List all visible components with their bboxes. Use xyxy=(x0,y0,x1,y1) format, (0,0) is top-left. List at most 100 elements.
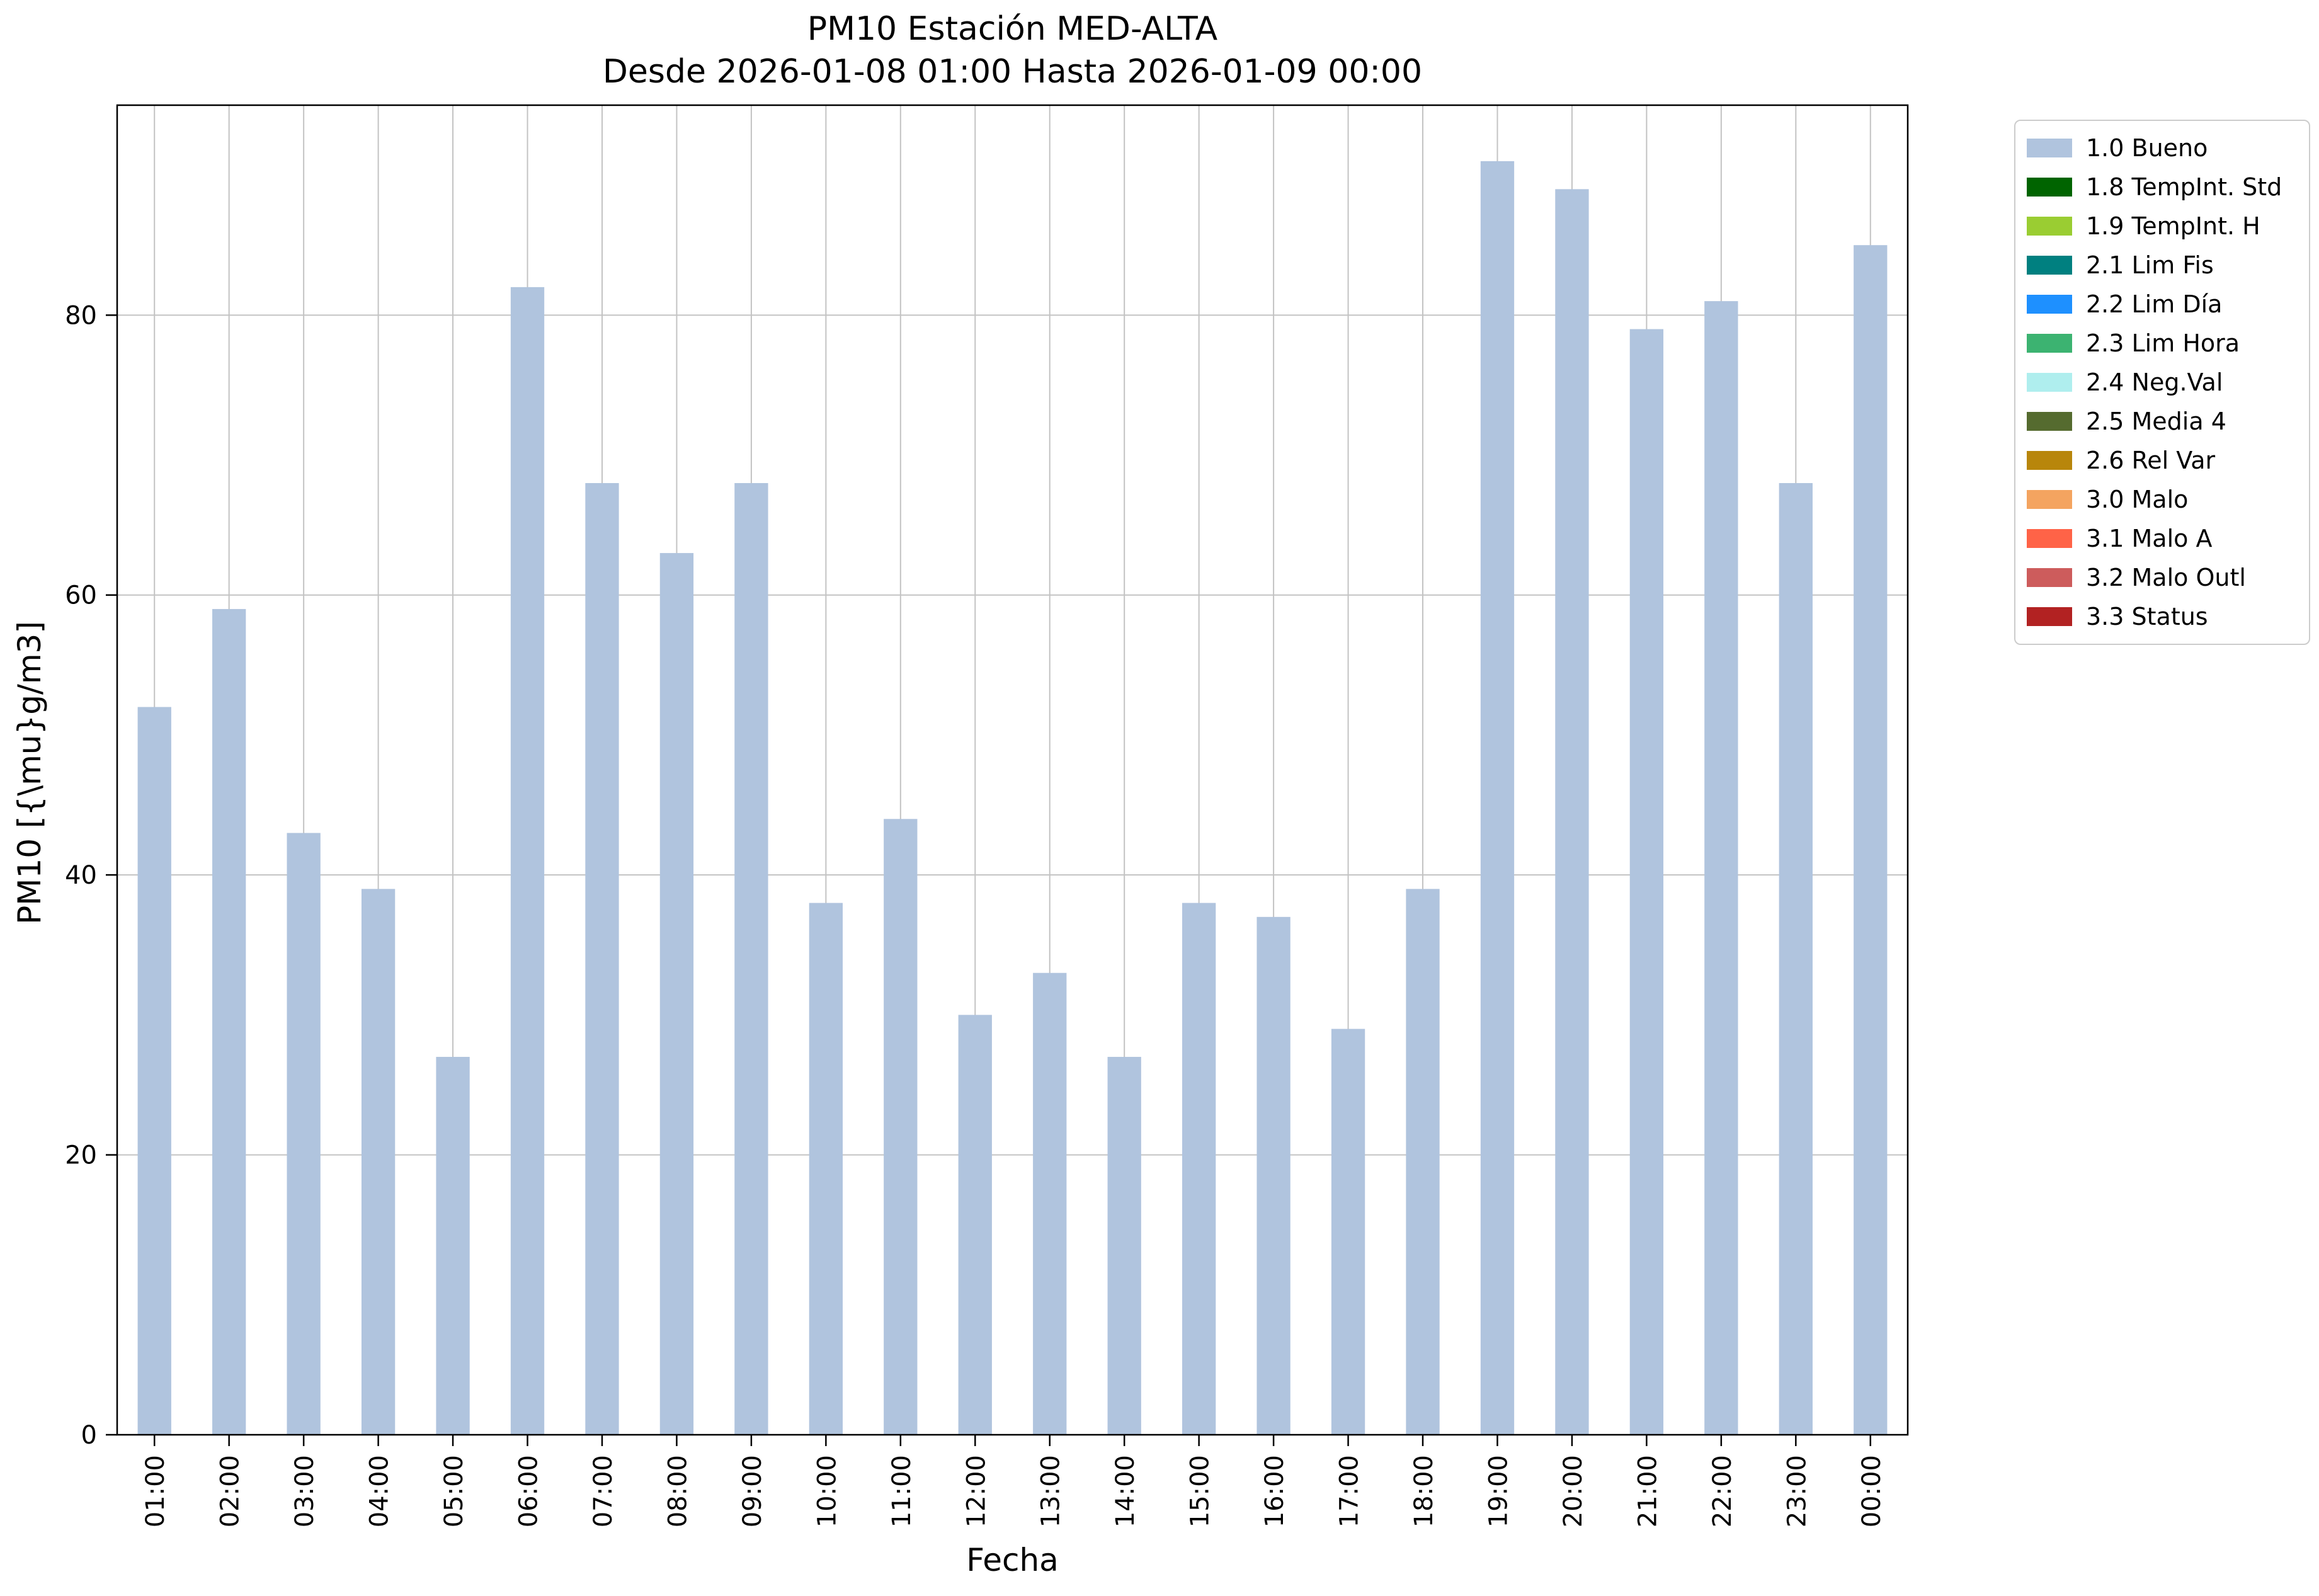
legend-label: 2.6 Rel Var xyxy=(2086,447,2216,474)
x-tick-label: 23:00 xyxy=(1782,1455,1811,1527)
x-tick-label: 14:00 xyxy=(1111,1455,1140,1527)
bar-11:00 xyxy=(884,819,918,1435)
bar-08:00 xyxy=(659,553,694,1435)
x-tick-label: 19:00 xyxy=(1484,1455,1513,1527)
legend-item: 3.1 Malo A xyxy=(2015,519,2309,558)
legend-swatch xyxy=(2027,607,2072,626)
chart-title: PM10 Estación MED-ALTA xyxy=(807,10,1218,48)
bar-14:00 xyxy=(1107,1057,1141,1435)
x-tick-label: 13:00 xyxy=(1037,1455,1066,1527)
legend-swatch xyxy=(2027,373,2072,392)
legend-item: 3.3 Status xyxy=(2015,597,2309,636)
bar-15:00 xyxy=(1182,903,1216,1435)
axes-frame xyxy=(116,104,1909,1436)
x-tick-label: 21:00 xyxy=(1633,1455,1662,1527)
bar-02:00 xyxy=(212,608,246,1435)
legend-label: 2.3 Lim Hora xyxy=(2086,329,2240,357)
x-tick-label: 01:00 xyxy=(141,1455,170,1527)
legend-item: 2.1 Lim Fis xyxy=(2015,246,2309,285)
x-tick-label: 20:00 xyxy=(1559,1455,1588,1527)
bar-00:00 xyxy=(1854,245,1888,1435)
legend-label: 1.0 Bueno xyxy=(2086,134,2208,162)
x-tick-label: 15:00 xyxy=(1186,1455,1215,1527)
legend-swatch xyxy=(2027,295,2072,314)
bar-13:00 xyxy=(1033,972,1067,1435)
x-tick-label: 09:00 xyxy=(738,1455,767,1527)
x-tick-label: 06:00 xyxy=(515,1455,544,1527)
bar-22:00 xyxy=(1704,301,1738,1435)
bar-21:00 xyxy=(1629,329,1664,1435)
legend-label: 3.1 Malo A xyxy=(2086,525,2213,552)
x-tick-label: 18:00 xyxy=(1410,1455,1439,1527)
x-axis-label: Fecha xyxy=(966,1542,1059,1578)
bar-18:00 xyxy=(1406,889,1440,1435)
legend: 1.0 Bueno 1.8 TempInt. Std 1.9 TempInt. H 2… xyxy=(2014,120,2310,645)
x-tick-label: 00:00 xyxy=(1857,1455,1886,1527)
bar-05:00 xyxy=(436,1057,470,1435)
legend-item: 1.0 Bueno xyxy=(2015,128,2309,168)
chart-subtitle: Desde 2026-01-08 01:00 Hasta 2026-01-09 … xyxy=(602,53,1423,91)
bar-03:00 xyxy=(287,833,321,1435)
legend-item: 2.6 Rel Var xyxy=(2015,441,2309,480)
legend-label: 3.3 Status xyxy=(2086,603,2208,630)
y-tick-label: 80 xyxy=(65,301,97,330)
legend-label: 3.0 Malo xyxy=(2086,486,2189,513)
bar-20:00 xyxy=(1555,189,1589,1435)
x-tick-label: 17:00 xyxy=(1335,1455,1364,1527)
y-tick-label: 20 xyxy=(65,1141,97,1170)
legend-label: 1.9 TempInt. H xyxy=(2086,212,2260,240)
x-tick-label: 22:00 xyxy=(1708,1455,1737,1527)
y-tick-label: 60 xyxy=(65,581,97,610)
bar-09:00 xyxy=(734,482,768,1435)
legend-label: 2.1 Lim Fis xyxy=(2086,251,2214,279)
legend-item: 2.3 Lim Hora xyxy=(2015,324,2309,363)
bar-23:00 xyxy=(1779,482,1813,1435)
legend-item: 2.4 Neg.Val xyxy=(2015,363,2309,402)
x-tick-label: 16:00 xyxy=(1260,1455,1289,1527)
bar-06:00 xyxy=(510,287,545,1435)
legend-item: 3.2 Malo Outl xyxy=(2015,558,2309,597)
legend-label: 2.4 Neg.Val xyxy=(2086,368,2223,396)
bar-10:00 xyxy=(809,903,843,1435)
legend-label: 3.2 Malo Outl xyxy=(2086,564,2246,591)
legend-swatch xyxy=(2027,334,2072,353)
legend-swatch xyxy=(2027,139,2072,157)
legend-swatch xyxy=(2027,529,2072,548)
y-tick-label: 40 xyxy=(65,861,97,890)
legend-item: 1.9 TempInt. H xyxy=(2015,207,2309,246)
x-tick-label: 12:00 xyxy=(962,1455,991,1527)
legend-item: 2.5 Media 4 xyxy=(2015,402,2309,441)
legend-label: 1.8 TempInt. Std xyxy=(2086,173,2282,201)
x-tick-label: 05:00 xyxy=(440,1455,469,1527)
legend-swatch xyxy=(2027,490,2072,509)
bar-16:00 xyxy=(1256,916,1291,1435)
y-tick-label: 0 xyxy=(81,1421,97,1450)
bar-12:00 xyxy=(958,1015,992,1435)
legend-label: 2.2 Lim Día xyxy=(2086,290,2223,318)
legend-swatch xyxy=(2027,451,2072,470)
bar-04:00 xyxy=(361,889,396,1435)
bar-01:00 xyxy=(137,707,171,1435)
legend-item: 3.0 Malo xyxy=(2015,480,2309,519)
legend-swatch xyxy=(2027,217,2072,236)
x-tick-label: 11:00 xyxy=(887,1455,916,1527)
bar-07:00 xyxy=(585,482,619,1435)
bar-17:00 xyxy=(1331,1029,1365,1435)
legend-swatch xyxy=(2027,568,2072,587)
x-tick-label: 02:00 xyxy=(216,1455,245,1527)
legend-swatch xyxy=(2027,256,2072,275)
x-tick-label: 07:00 xyxy=(589,1455,618,1527)
legend-item: 1.8 TempInt. Std xyxy=(2015,168,2309,207)
x-tick-label: 03:00 xyxy=(290,1455,319,1527)
x-tick-label: 04:00 xyxy=(365,1455,394,1527)
x-tick-label: 10:00 xyxy=(812,1455,841,1527)
legend-swatch xyxy=(2027,412,2072,431)
legend-item: 2.2 Lim Día xyxy=(2015,285,2309,324)
bar-19:00 xyxy=(1480,161,1515,1435)
x-tick-label: 08:00 xyxy=(663,1455,692,1527)
y-axis-label: PM10 [{\mu}g/m3] xyxy=(11,621,48,925)
legend-label: 2.5 Media 4 xyxy=(2086,408,2226,435)
legend-swatch xyxy=(2027,178,2072,197)
